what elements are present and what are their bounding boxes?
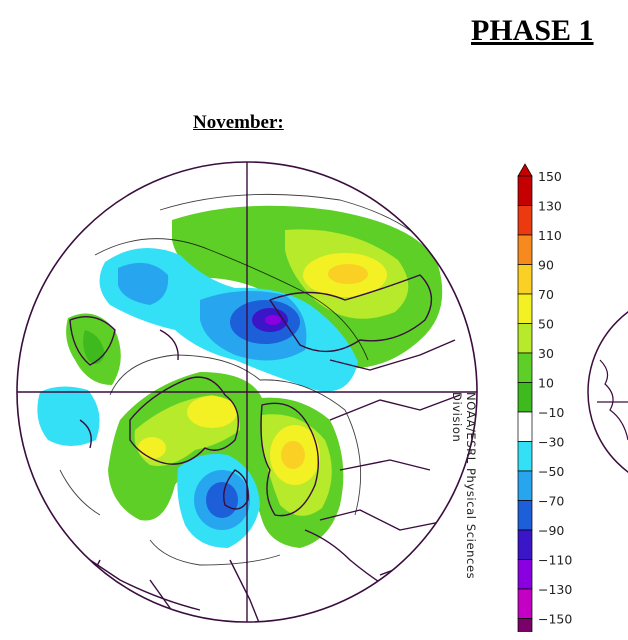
colorbar: 150 130 110 90 70 50 30 10 −10 −30 −50 −70 −90 −110 −1… bbox=[517, 163, 572, 632]
colorbar-label: −130 bbox=[538, 582, 572, 597]
colorbar-swatch bbox=[517, 264, 533, 295]
phase-title: PHASE 1 bbox=[471, 14, 594, 47]
greenland-coast bbox=[223, 469, 249, 510]
colorbar-label: 50 bbox=[538, 317, 554, 332]
colorbar-label: −50 bbox=[538, 464, 564, 479]
colorbar-swatch bbox=[517, 618, 533, 632]
colorbar-swatch bbox=[517, 441, 533, 472]
colorbar-swatch bbox=[517, 234, 533, 265]
colorbar-swatch bbox=[517, 205, 533, 236]
colorbar-label: −110 bbox=[538, 553, 572, 568]
colorbar-label: −30 bbox=[538, 435, 564, 450]
colorbar-label: −10 bbox=[538, 405, 564, 420]
colorbar-label: 10 bbox=[538, 376, 554, 391]
colorbar-label: −150 bbox=[538, 612, 572, 627]
credit-label: NOAA/ESRL Physical Sciences Division bbox=[450, 392, 478, 580]
colorbar-label: 130 bbox=[538, 199, 562, 214]
colorbar-swatch bbox=[517, 352, 533, 383]
colorbar-swatch bbox=[517, 529, 533, 560]
colorbar-label: −70 bbox=[538, 494, 564, 509]
panel-title: November: bbox=[193, 112, 284, 133]
colorbar-label: 90 bbox=[538, 258, 554, 273]
colorbar-swatch bbox=[517, 470, 533, 501]
colorbar-arrow-top bbox=[517, 163, 533, 177]
colorbar-label: 30 bbox=[538, 346, 554, 361]
colorbar-swatch bbox=[517, 293, 533, 324]
colorbar-swatch bbox=[517, 588, 533, 619]
asia-coast bbox=[269, 274, 433, 353]
colorbar-swatch bbox=[517, 411, 533, 442]
north-america-coast bbox=[129, 376, 239, 465]
colorbar-label: −90 bbox=[538, 523, 564, 538]
colorbar-swatch bbox=[517, 559, 533, 590]
colorbar-swatch bbox=[517, 500, 533, 531]
colorbar-swatch bbox=[517, 382, 533, 413]
colorbar-label: 70 bbox=[538, 287, 554, 302]
europe-coast bbox=[260, 402, 320, 517]
map-boundary bbox=[16, 161, 478, 623]
colorbar-label: 150 bbox=[538, 169, 562, 184]
colorbar-swatch bbox=[517, 175, 533, 206]
colorbar-label: 110 bbox=[538, 228, 562, 243]
colorbar-swatch bbox=[517, 323, 533, 354]
anomaly-field bbox=[17, 162, 477, 622]
